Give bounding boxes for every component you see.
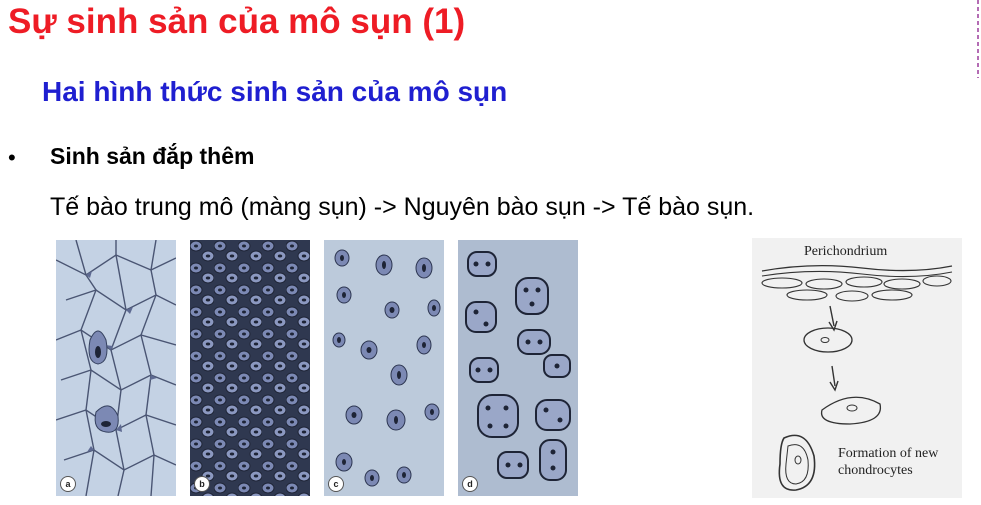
caption-line-2: chondrocytes <box>838 463 913 478</box>
histology-panel-d: d <box>458 240 578 496</box>
isogenous-group-illustration <box>458 240 578 496</box>
histology-panel-c: c <box>324 240 444 496</box>
panel-letter-d: d <box>462 476 478 492</box>
chondroblast-illustration <box>190 240 310 496</box>
bullet-heading: Sinh sản đắp thêm <box>50 143 255 169</box>
caption-line-1: Formation of new <box>838 446 939 461</box>
histology-panel-a: a <box>56 240 176 496</box>
perichondrium-label: Perichondrium <box>804 244 888 259</box>
edge-dash-marks <box>977 0 979 78</box>
mesenchyme-illustration <box>56 240 176 496</box>
slide-subtitle: Hai hình thức sinh sản của mô sụn <box>42 76 508 107</box>
histology-panel-b: b <box>190 240 310 496</box>
panel-letter-a: a <box>60 476 76 492</box>
panel-letter-c: c <box>328 476 344 492</box>
chondrocyte-matrix-illustration <box>324 240 444 496</box>
chondrocyte-formation-sketch <box>761 264 953 491</box>
bullet-marker: • <box>8 145 16 170</box>
panel-letter-b: b <box>194 476 210 492</box>
perichondrium-diagram: Perichondrium Formation of new chondrocy… <box>752 238 962 498</box>
cell-lineage-description: Tế bào trung mô (màng sụn) -> Nguyên bào… <box>50 193 755 221</box>
slide-title: Sự sinh sản của mô sụn (1) <box>8 2 466 41</box>
